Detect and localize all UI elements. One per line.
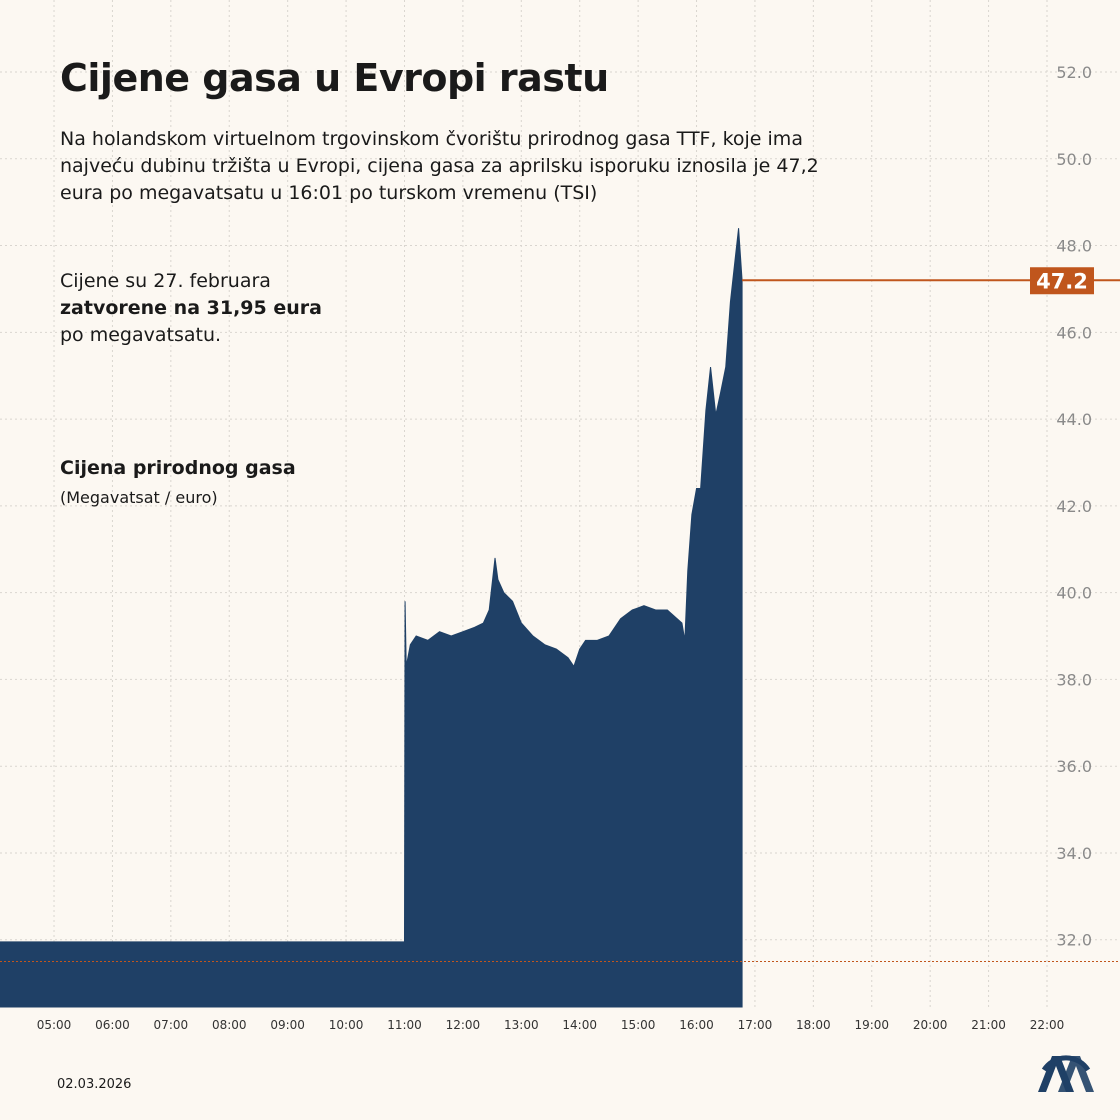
area: [0, 228, 743, 1008]
x-tick-label: 16:00: [679, 1018, 714, 1032]
x-tick-label: 14:00: [562, 1018, 597, 1032]
note-line: Cijene su 27. februara: [60, 270, 271, 292]
y-tick-label: 34.0: [1056, 844, 1092, 863]
y-tick-label: 38.0: [1056, 670, 1092, 689]
y-tick-label: 44.0: [1056, 410, 1092, 429]
note-line: po megavatsatu.: [60, 324, 222, 346]
y-tick-label: 32.0: [1056, 931, 1092, 950]
x-tick-label: 05:00: [37, 1018, 72, 1032]
x-tick-label: 11:00: [387, 1018, 422, 1032]
date: 02.03.2026: [57, 1077, 132, 1092]
x-tick-label: 15:00: [621, 1018, 656, 1032]
x-tick-label: 07:00: [154, 1018, 189, 1032]
note-bold: zatvorene na 31,95 eura: [60, 297, 322, 319]
y-tick-label: 40.0: [1056, 584, 1092, 603]
x-tick-label: 12:00: [446, 1018, 481, 1032]
x-tick-label: 10:00: [329, 1018, 364, 1032]
x-tick-label: 09:00: [270, 1018, 305, 1032]
note: Cijene su 27. februara zatvorene na 31,9…: [60, 268, 322, 349]
last-value-box: [1030, 267, 1094, 295]
subtitle: Na holandskom virtuelnom trgovinskom čvo…: [60, 126, 940, 207]
logo: [1038, 1055, 1094, 1092]
x-tick-label: 13:00: [504, 1018, 539, 1032]
x-tick-label: 08:00: [212, 1018, 247, 1032]
x-tick-label: 19:00: [854, 1018, 889, 1032]
note-line: zatvorene na 31,95 eura: [60, 295, 322, 322]
x-tick-label: 21:00: [971, 1018, 1006, 1032]
x-tick-label: 17:00: [738, 1018, 773, 1032]
y-tick-label: 50.0: [1056, 150, 1092, 169]
x-tick-label: 06:00: [95, 1018, 130, 1032]
y-tick-label: 48.0: [1056, 237, 1092, 256]
y-tick-label: 36.0: [1056, 757, 1092, 776]
subtitle-line: eura po megavatsatu u 16:01 po turskom v…: [60, 182, 598, 204]
x-tick-label: 20:00: [913, 1018, 948, 1032]
last-value-label: 47.2: [1036, 269, 1088, 293]
title: Cijene gasa u Evropi rastu: [60, 56, 609, 100]
x-tick-label: 22:00: [1030, 1018, 1065, 1032]
legend-unit: (Megavatsat / euro): [60, 488, 218, 507]
y-tick-label: 46.0: [1056, 323, 1092, 342]
subtitle-line: Na holandskom virtuelnom trgovinskom čvo…: [60, 128, 803, 150]
subtitle-line: najveću dubinu tržišta u Evropi, cijena …: [60, 155, 819, 177]
y-tick-label: 52.0: [1056, 63, 1092, 82]
x-tick-label: 18:00: [796, 1018, 831, 1032]
legend-title: Cijena prirodnog gasa: [60, 457, 296, 479]
y-tick-label: 42.0: [1056, 497, 1092, 516]
